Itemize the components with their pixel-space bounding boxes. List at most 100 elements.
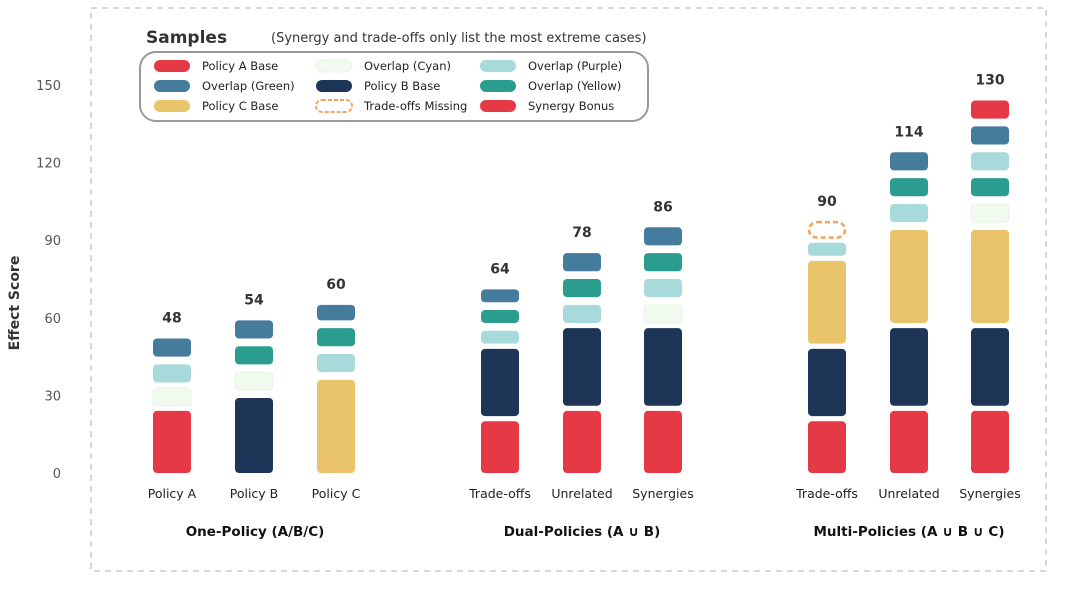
bar-segment-a-base bbox=[971, 410, 1009, 473]
bar-segment-overlap-green bbox=[481, 289, 519, 303]
bar-segment-tradeoffs-missing bbox=[807, 220, 847, 239]
bar-segment-b-base bbox=[808, 348, 846, 417]
bar-total-label: 54 bbox=[244, 292, 264, 308]
bar-segment-a-base bbox=[481, 421, 519, 473]
bar-segment-overlap-green bbox=[153, 338, 191, 357]
bar-segment-synergy-bonus bbox=[971, 100, 1009, 119]
bar-segment-overlap-green bbox=[563, 253, 601, 272]
bar-segment-b-base bbox=[235, 397, 273, 473]
bar-total-label: 64 bbox=[490, 261, 510, 277]
legend-swatch-overlap-green bbox=[154, 80, 190, 92]
y-tick-label: 30 bbox=[44, 389, 61, 404]
bar-segment-c-base bbox=[890, 229, 928, 323]
legend-label: Trade-offs Missing bbox=[363, 99, 467, 113]
legend-label: Overlap (Purple) bbox=[528, 59, 622, 73]
bar-segment-overlap-yellow bbox=[644, 253, 682, 272]
bar-segment-overlap-purple bbox=[890, 203, 928, 223]
bar-segment-overlap-cyan bbox=[643, 304, 683, 324]
bar-segment-overlap-yellow bbox=[235, 346, 273, 365]
legend-swatch-b-base bbox=[316, 80, 352, 92]
bar-segment-overlap-yellow bbox=[481, 310, 519, 323]
legend-swatch-tradeoffs-missing bbox=[315, 99, 353, 113]
legend-label: Overlap (Green) bbox=[202, 79, 295, 93]
bar-segment-a-base bbox=[644, 410, 682, 473]
legend-box bbox=[139, 51, 649, 122]
legend-swatch-synergy-bonus bbox=[480, 100, 516, 112]
x-category-label: Unrelated bbox=[551, 486, 612, 501]
legend-swatch-overlap-cyan bbox=[315, 59, 353, 73]
bar-segment-a-base bbox=[563, 410, 601, 473]
legend-swatch-a-base bbox=[154, 60, 190, 72]
bar-segment-overlap-purple bbox=[644, 279, 682, 298]
bar-segment-overlap-cyan bbox=[970, 203, 1010, 223]
bar-segment-overlap-purple bbox=[481, 330, 519, 344]
x-category-label: Trade-offs bbox=[795, 486, 858, 501]
bar-segment-overlap-yellow bbox=[317, 328, 355, 347]
y-tick-label: 60 bbox=[44, 312, 61, 327]
x-category-label: Policy C bbox=[312, 486, 361, 501]
y-tick-label: 120 bbox=[36, 157, 61, 172]
x-category-label: Synergies bbox=[959, 486, 1020, 501]
y-tick-label: 90 bbox=[44, 234, 61, 249]
legend-label: Synergy Bonus bbox=[528, 99, 614, 113]
bar-area: 48 Policy A 54 Policy B 60 Policy C One-Policy… bbox=[148, 73, 1021, 540]
x-category-label: Unrelated bbox=[878, 486, 939, 501]
bar-segment-overlap-yellow bbox=[563, 279, 601, 298]
bar-total-label: 78 bbox=[572, 225, 591, 241]
bar-segment-overlap-purple bbox=[317, 354, 355, 373]
bar-total-label: 86 bbox=[653, 199, 672, 215]
x-category-label: Synergies bbox=[632, 486, 693, 501]
bar-segment-overlap-cyan bbox=[234, 371, 274, 391]
bar-segment-overlap-green bbox=[317, 304, 355, 321]
legend-label: Policy C Base bbox=[202, 99, 278, 113]
legend-label: Policy A Base bbox=[202, 59, 278, 73]
bar-segment-c-base bbox=[808, 260, 846, 344]
legend-swatch-overlap-purple bbox=[480, 60, 516, 72]
group-label: One-Policy (A/B/C) bbox=[186, 524, 325, 540]
bar-segment-overlap-purple bbox=[971, 152, 1009, 171]
bar-total-label: 90 bbox=[817, 194, 837, 210]
bar-segment-overlap-yellow bbox=[890, 178, 928, 197]
bar-segment-overlap-green bbox=[235, 320, 273, 339]
legend: Samples (Synergy and trade-offs only lis… bbox=[139, 28, 649, 122]
bar-segment-overlap-green bbox=[644, 227, 682, 246]
bar-total-label: 48 bbox=[162, 310, 181, 326]
bar-segment-b-base bbox=[563, 328, 601, 406]
bar-segment-overlap-green bbox=[890, 152, 928, 171]
chart-frame bbox=[90, 7, 1047, 572]
bar-segment-c-base bbox=[317, 379, 355, 473]
y-axis-ticks: 0 30 60 90 120 150 bbox=[36, 79, 61, 482]
bar-segment-b-base bbox=[971, 328, 1009, 406]
bar-segment-overlap-purple bbox=[153, 364, 191, 383]
bar-total-label: 114 bbox=[894, 124, 923, 140]
x-category-label: Policy A bbox=[148, 486, 197, 501]
legend-label: Policy B Base bbox=[364, 79, 440, 93]
bar-segment-a-base bbox=[153, 410, 191, 473]
bar-total-label: 60 bbox=[326, 277, 346, 293]
bar-segment-overlap-cyan bbox=[152, 387, 192, 407]
group-label: Dual-Policies (A ∪ B) bbox=[504, 524, 661, 540]
legend-swatch-overlap-yellow bbox=[480, 80, 516, 92]
group-label: Multi-Policies (A ∪ B ∪ C) bbox=[813, 524, 1004, 540]
bar-total-label: 130 bbox=[975, 73, 1004, 89]
legend-note: (Synergy and trade-offs only list the mo… bbox=[271, 31, 647, 46]
bar-segment-b-base bbox=[644, 328, 682, 406]
y-tick-label: 150 bbox=[36, 79, 61, 94]
bar-segment-c-base bbox=[971, 229, 1009, 323]
bar-segment-overlap-purple bbox=[563, 304, 601, 323]
y-tick-label: 0 bbox=[53, 467, 61, 482]
bar-segment-b-base bbox=[890, 328, 928, 406]
bar-segment-overlap-green bbox=[971, 126, 1009, 145]
bar-segment-a-base bbox=[808, 421, 846, 473]
legend-label: Overlap (Cyan) bbox=[364, 59, 451, 73]
legend-swatch-c-base bbox=[154, 100, 190, 112]
bar-segment-overlap-purple bbox=[808, 242, 846, 256]
x-category-label: Trade-offs bbox=[468, 486, 531, 501]
legend-label: Overlap (Yellow) bbox=[528, 79, 621, 93]
bar-segment-overlap-yellow bbox=[971, 178, 1009, 197]
x-category-label: Policy B bbox=[230, 486, 279, 501]
legend-title: Samples bbox=[146, 28, 227, 48]
y-axis-label: Effect Score bbox=[7, 256, 23, 351]
bar-segment-a-base bbox=[890, 410, 928, 473]
